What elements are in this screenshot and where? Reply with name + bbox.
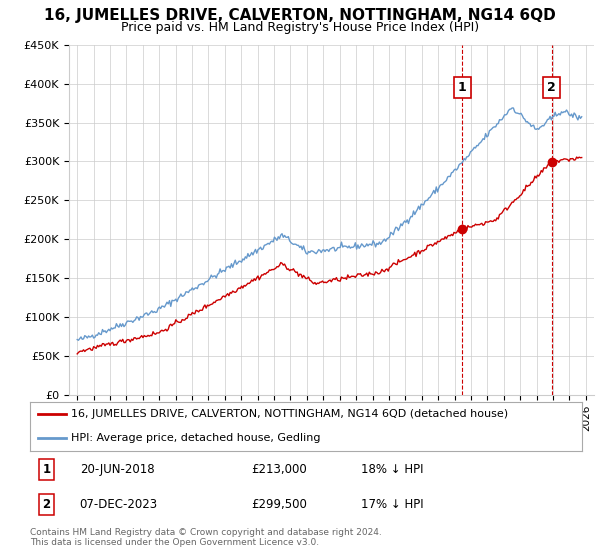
Text: 1: 1 bbox=[43, 463, 50, 476]
Text: 2: 2 bbox=[43, 498, 50, 511]
Text: 1: 1 bbox=[458, 81, 467, 94]
Text: Price paid vs. HM Land Registry's House Price Index (HPI): Price paid vs. HM Land Registry's House … bbox=[121, 21, 479, 34]
Text: 16, JUMELLES DRIVE, CALVERTON, NOTTINGHAM, NG14 6QD (detached house): 16, JUMELLES DRIVE, CALVERTON, NOTTINGHA… bbox=[71, 409, 509, 419]
Text: £299,500: £299,500 bbox=[251, 498, 307, 511]
Text: 16, JUMELLES DRIVE, CALVERTON, NOTTINGHAM, NG14 6QD: 16, JUMELLES DRIVE, CALVERTON, NOTTINGHA… bbox=[44, 8, 556, 24]
Text: 17% ↓ HPI: 17% ↓ HPI bbox=[361, 498, 424, 511]
Text: 18% ↓ HPI: 18% ↓ HPI bbox=[361, 463, 424, 476]
Text: £213,000: £213,000 bbox=[251, 463, 307, 476]
Text: 2: 2 bbox=[547, 81, 556, 94]
Text: 20-JUN-2018: 20-JUN-2018 bbox=[80, 463, 154, 476]
Text: 07-DEC-2023: 07-DEC-2023 bbox=[80, 498, 158, 511]
Text: Contains HM Land Registry data © Crown copyright and database right 2024.
This d: Contains HM Land Registry data © Crown c… bbox=[30, 528, 382, 547]
Text: HPI: Average price, detached house, Gedling: HPI: Average price, detached house, Gedl… bbox=[71, 433, 321, 444]
